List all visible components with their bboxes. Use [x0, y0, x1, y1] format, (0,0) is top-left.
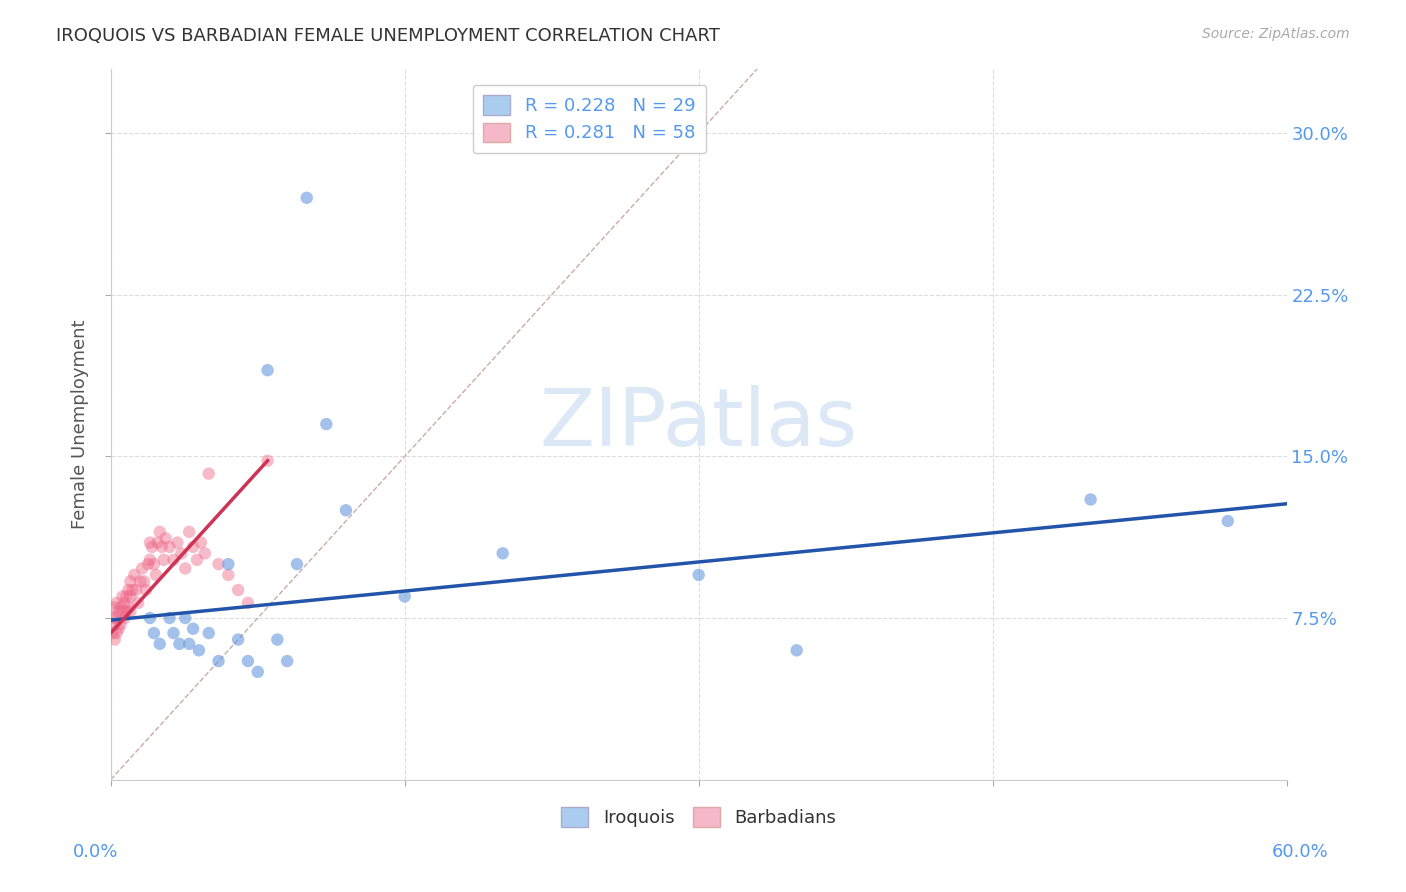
- Point: [236, 654, 259, 668]
- Point: [139, 553, 162, 567]
- Point: [186, 553, 208, 567]
- Point: [207, 557, 229, 571]
- Point: [142, 626, 165, 640]
- Point: [688, 568, 710, 582]
- Point: [139, 611, 162, 625]
- Point: [125, 582, 148, 597]
- Point: [197, 626, 219, 640]
- Point: [146, 535, 169, 549]
- Text: Source: ZipAtlas.com: Source: ZipAtlas.com: [1202, 27, 1350, 41]
- Point: [142, 557, 165, 571]
- Point: [166, 535, 188, 549]
- Point: [152, 553, 174, 567]
- Point: [114, 596, 136, 610]
- Point: [266, 632, 288, 647]
- Point: [217, 557, 239, 571]
- Point: [110, 600, 132, 615]
- Point: [170, 546, 193, 560]
- Legend: Iroquois, Barbadians: Iroquois, Barbadians: [554, 800, 844, 835]
- Point: [149, 637, 172, 651]
- Point: [101, 611, 124, 625]
- Point: [141, 540, 163, 554]
- Point: [111, 605, 134, 619]
- Point: [1216, 514, 1239, 528]
- Point: [150, 540, 173, 554]
- Point: [217, 568, 239, 582]
- Point: [104, 600, 127, 615]
- Point: [135, 582, 157, 597]
- Point: [110, 617, 132, 632]
- Point: [786, 643, 808, 657]
- Point: [155, 531, 177, 545]
- Text: ZIPatlas: ZIPatlas: [540, 385, 858, 463]
- Point: [276, 654, 298, 668]
- Point: [114, 611, 136, 625]
- Point: [117, 582, 139, 597]
- Point: [335, 503, 357, 517]
- Text: 0.0%: 0.0%: [73, 843, 118, 861]
- Point: [179, 524, 201, 539]
- Point: [120, 590, 142, 604]
- Point: [226, 632, 249, 647]
- Y-axis label: Female Unemployment: Female Unemployment: [72, 319, 89, 529]
- Point: [394, 590, 416, 604]
- Point: [181, 540, 204, 554]
- Point: [136, 557, 159, 571]
- Point: [104, 617, 127, 632]
- Point: [162, 626, 184, 640]
- Point: [149, 524, 172, 539]
- Text: IROQUOIS VS BARBADIAN FEMALE UNEMPLOYMENT CORRELATION CHART: IROQUOIS VS BARBADIAN FEMALE UNEMPLOYMEN…: [56, 27, 720, 45]
- Point: [197, 467, 219, 481]
- Point: [104, 632, 127, 647]
- Point: [162, 553, 184, 567]
- Point: [179, 637, 201, 651]
- Point: [107, 605, 129, 619]
- Text: 60.0%: 60.0%: [1272, 843, 1329, 861]
- Point: [174, 611, 197, 625]
- Point: [127, 596, 149, 610]
- Point: [105, 626, 128, 640]
- Point: [226, 582, 249, 597]
- Point: [1080, 492, 1102, 507]
- Point: [159, 540, 181, 554]
- Point: [105, 596, 128, 610]
- Point: [295, 191, 318, 205]
- Point: [145, 568, 167, 582]
- Point: [256, 453, 278, 467]
- Point: [492, 546, 515, 560]
- Point: [117, 600, 139, 615]
- Point: [139, 535, 162, 549]
- Point: [236, 596, 259, 610]
- Point: [181, 622, 204, 636]
- Point: [124, 568, 146, 582]
- Point: [194, 546, 217, 560]
- Point: [129, 574, 152, 589]
- Point: [159, 611, 181, 625]
- Point: [132, 574, 155, 589]
- Point: [190, 535, 212, 549]
- Point: [121, 582, 143, 597]
- Point: [101, 626, 124, 640]
- Point: [256, 363, 278, 377]
- Point: [207, 654, 229, 668]
- Point: [315, 417, 337, 431]
- Point: [107, 622, 129, 636]
- Point: [169, 637, 191, 651]
- Point: [285, 557, 308, 571]
- Point: [174, 561, 197, 575]
- Point: [115, 590, 138, 604]
- Point: [120, 574, 142, 589]
- Point: [111, 590, 134, 604]
- Point: [120, 605, 142, 619]
- Point: [131, 561, 153, 575]
- Point: [105, 611, 128, 625]
- Point: [188, 643, 211, 657]
- Point: [246, 665, 269, 679]
- Point: [115, 605, 138, 619]
